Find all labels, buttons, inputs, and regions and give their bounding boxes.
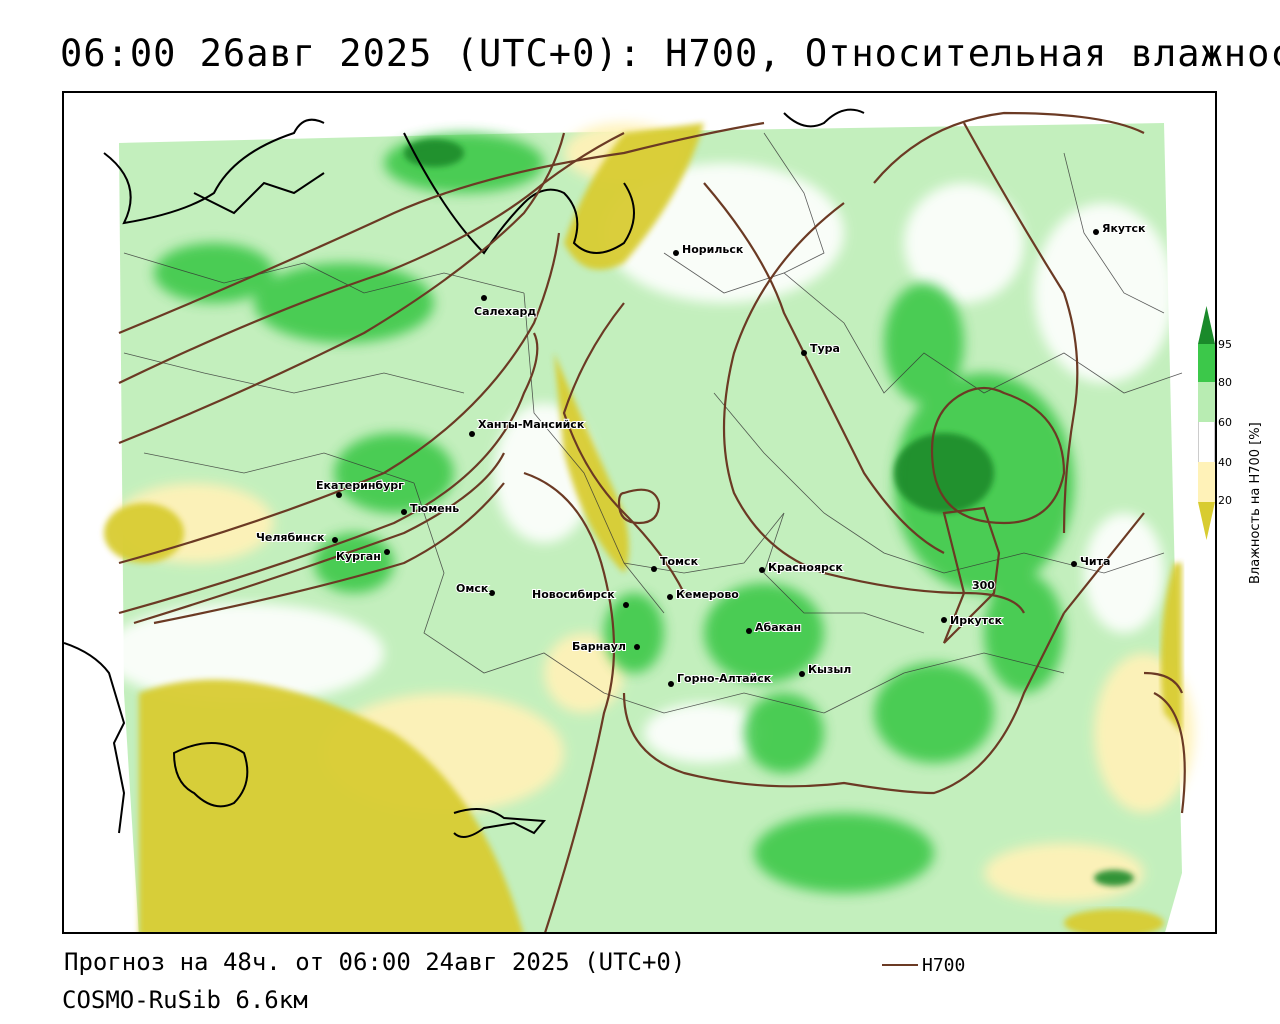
city-tyumen: Тюмень xyxy=(401,501,460,516)
h700-contours xyxy=(118,111,1186,932)
svg-text:Томск: Томск xyxy=(660,555,699,568)
city-kurgan: Курган xyxy=(335,549,390,564)
svg-text:Курган: Курган xyxy=(336,550,381,563)
colorbar-tick-20: 20 xyxy=(1218,494,1232,507)
svg-text:Ханты-Мансийск: Ханты-Мансийск xyxy=(478,418,585,431)
h700-legend: H700 xyxy=(882,953,965,977)
city-yakutsk: Якутск xyxy=(1093,221,1147,236)
country-borders xyxy=(64,108,865,838)
svg-text:Челябинск: Челябинск xyxy=(256,531,325,544)
cities: Якутск Норильск Салехард Тура Ханты-Манс… xyxy=(255,221,1147,687)
contour-label-300: 300 xyxy=(972,579,995,592)
colorbar-below-20 xyxy=(1198,502,1215,540)
forecast-info: Прогноз на 48ч. от 06:00 24авг 2025 (UTC… xyxy=(64,948,686,976)
colorbar-tick-60: 60 xyxy=(1218,416,1232,429)
svg-text:Салехард: Салехард xyxy=(474,305,536,318)
city-salekhard: Салехард xyxy=(473,295,537,319)
moist-areas xyxy=(154,133,1074,893)
svg-text:Екатеринбург: Екатеринбург xyxy=(316,479,404,492)
svg-text:Красноярск: Красноярск xyxy=(768,561,843,574)
city-kyzyl: Кызыл xyxy=(799,662,852,677)
city-gorno-altaysk: Горно-Алтайск xyxy=(668,671,773,687)
city-abakan: Абакан xyxy=(746,620,802,635)
city-kemerovo: Кемерово xyxy=(667,587,740,602)
svg-text:Тура: Тура xyxy=(810,342,840,355)
svg-text:Барнаул: Барнаул xyxy=(572,640,626,653)
very-dry-areas xyxy=(104,123,1182,932)
colorbar-tick-95: 95 xyxy=(1218,338,1232,351)
svg-text:Омск: Омск xyxy=(456,582,489,595)
svg-text:Кызыл: Кызыл xyxy=(808,663,851,676)
svg-text:Абакан: Абакан xyxy=(755,621,801,634)
model-name: COSMO-RuSib 6.6км xyxy=(62,986,308,1014)
map-title: 06:00 26авг 2025 (UTC+0): H700, Относите… xyxy=(60,32,1280,75)
city-irkutsk: Иркутск xyxy=(941,613,1004,628)
colorbar-tick-80: 80 xyxy=(1218,376,1232,389)
city-barnaul: Барнаул xyxy=(571,639,640,654)
city-chelyabinsk: Челябинск xyxy=(255,530,338,545)
svg-text:Чита: Чита xyxy=(1080,555,1110,568)
colorbar-80-95 xyxy=(1198,344,1215,382)
city-novosibirsk: Новосибирск xyxy=(531,587,629,608)
map-canvas: 300 Якутск Норильск Салехард Тура Ханты-… xyxy=(64,108,1194,932)
dry-areas xyxy=(104,163,1174,763)
svg-text:Кемерово: Кемерово xyxy=(676,588,739,601)
svg-text:Норильск: Норильск xyxy=(682,243,744,256)
city-yekaterinburg: Екатеринбург xyxy=(315,478,405,498)
humidity-colorbar: 95 80 60 40 20 xyxy=(1198,306,1258,596)
city-norilsk: Норильск xyxy=(673,242,745,257)
city-khanty-mansiysk: Ханты-Мансийск xyxy=(469,417,586,437)
city-chita: Чита xyxy=(1071,554,1111,569)
colorbar-title: Влажность на H700 [%] xyxy=(1248,422,1263,584)
colorbar-20-40 xyxy=(1198,462,1215,502)
colorbar-above-95 xyxy=(1198,306,1215,344)
svg-text:Иркутск: Иркутск xyxy=(950,614,1003,627)
colorbar-60-80 xyxy=(1198,382,1215,422)
city-tomsk: Томск xyxy=(651,554,700,572)
svg-text:Новосибирск: Новосибирск xyxy=(532,588,615,601)
h700-legend-label: H700 xyxy=(922,954,966,976)
svg-text:Тюмень: Тюмень xyxy=(410,502,459,515)
city-krasnoyarsk: Красноярск xyxy=(759,560,844,575)
city-omsk: Омск xyxy=(455,581,495,596)
humidity-map: 300 Якутск Норильск Салехард Тура Ханты-… xyxy=(62,91,1217,934)
svg-text:Якутск: Якутск xyxy=(1102,222,1146,235)
colorbar-tick-40: 40 xyxy=(1218,456,1232,469)
city-tura: Тура xyxy=(801,341,841,356)
h700-legend-swatch xyxy=(882,964,918,966)
svg-text:Горно-Алтайск: Горно-Алтайск xyxy=(677,672,772,685)
colorbar-40-60 xyxy=(1198,422,1215,462)
